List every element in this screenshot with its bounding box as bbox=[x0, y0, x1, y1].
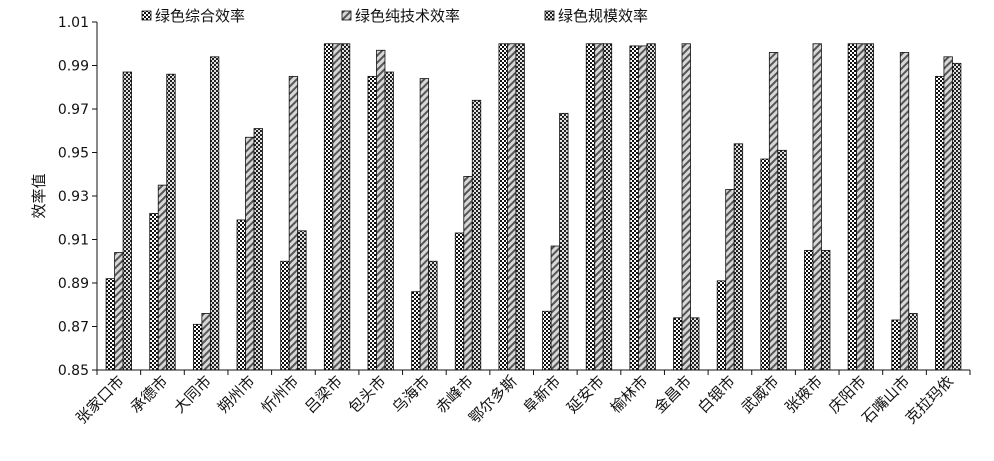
bar-2 bbox=[768, 52, 779, 371]
x-category-label: 克拉玛依 bbox=[902, 372, 957, 427]
bar-2 bbox=[550, 245, 560, 371]
bar-1 bbox=[716, 280, 727, 371]
bar-3 bbox=[428, 260, 438, 371]
y-tick-label: 0.99 bbox=[58, 59, 89, 75]
y-tick-label: 0.85 bbox=[58, 363, 89, 379]
x-category-label: 吕梁市 bbox=[301, 372, 346, 417]
bar-2 bbox=[725, 189, 735, 371]
bar-1 bbox=[629, 45, 639, 371]
legend-label: 绿色纯技术效率 bbox=[355, 7, 460, 25]
x-category-label: 武威市 bbox=[738, 372, 783, 417]
y-tick-label: 0.87 bbox=[58, 320, 89, 336]
bar-3 bbox=[864, 43, 875, 371]
y-tick-label: 0.91 bbox=[58, 233, 89, 249]
bar-3 bbox=[690, 317, 700, 371]
x-category-label: 鄂尔多斯 bbox=[465, 372, 520, 427]
bar-2 bbox=[376, 49, 386, 371]
bar-2 bbox=[507, 43, 517, 371]
bar-2 bbox=[419, 78, 430, 371]
bar-1 bbox=[149, 212, 159, 371]
x-category-label: 延安市 bbox=[563, 372, 608, 417]
bar-2 bbox=[114, 252, 124, 371]
bar-3 bbox=[209, 56, 220, 371]
bar-2 bbox=[594, 43, 604, 371]
bar-2 bbox=[856, 43, 866, 371]
x-category-label: 张掖市 bbox=[781, 372, 826, 417]
bar-2 bbox=[637, 45, 648, 371]
legend: 绿色综合效率 绿色纯技术效率 绿色规模效率 bbox=[141, 7, 648, 25]
bar-2 bbox=[899, 52, 910, 371]
bar-3 bbox=[166, 73, 176, 371]
bar-1 bbox=[367, 75, 377, 371]
x-category-label: 阜新市 bbox=[520, 372, 565, 417]
bar-1 bbox=[891, 319, 901, 371]
bar-3 bbox=[821, 249, 831, 371]
bar-1 bbox=[280, 260, 290, 371]
bar-3 bbox=[384, 71, 394, 371]
bar-3 bbox=[340, 43, 351, 371]
y-tick-label: 0.95 bbox=[58, 146, 89, 162]
y-ticks: 0.85 0.87 0.89 0.91 0.93 0.95 0.97 0.99 1.01 bbox=[58, 15, 97, 379]
y-tick-label: 0.97 bbox=[58, 102, 89, 118]
x-category-label: 包头市 bbox=[345, 372, 390, 417]
bar-3 bbox=[297, 230, 307, 371]
bar-1 bbox=[804, 249, 814, 371]
y-axis-title: 效率值 bbox=[30, 173, 48, 218]
legend-swatch bbox=[341, 10, 352, 21]
axes-group bbox=[96, 22, 970, 371]
bar-2 bbox=[245, 136, 255, 371]
legend-label: 绿色综合效率 bbox=[155, 7, 245, 25]
bar-1 bbox=[236, 219, 246, 371]
bar-2 bbox=[812, 43, 822, 371]
bar-1 bbox=[542, 310, 552, 371]
bar-1 bbox=[192, 323, 203, 371]
bar-1 bbox=[323, 43, 334, 371]
bar-2 bbox=[201, 313, 211, 371]
bar-2 bbox=[943, 56, 953, 371]
bar-3 bbox=[515, 43, 525, 371]
bar-1 bbox=[585, 43, 596, 371]
bar-3 bbox=[122, 71, 132, 371]
bar-1 bbox=[760, 158, 770, 371]
y-tick-label: 1.01 bbox=[58, 15, 89, 31]
bar-1 bbox=[673, 317, 683, 371]
bar-3 bbox=[646, 43, 656, 371]
bars-group bbox=[105, 43, 962, 371]
bar-3 bbox=[777, 149, 787, 371]
y-tick-label: 0.93 bbox=[58, 189, 89, 205]
bar-3 bbox=[908, 313, 918, 371]
bar-1 bbox=[411, 291, 421, 371]
bar-3 bbox=[471, 99, 482, 371]
x-category-label: 榆林市 bbox=[607, 372, 652, 417]
bar-3 bbox=[602, 43, 613, 371]
bar-1 bbox=[847, 43, 858, 371]
x-category-label: 朔州市 bbox=[214, 372, 259, 417]
x-category-label: 乌海市 bbox=[389, 372, 434, 417]
bar-1 bbox=[498, 43, 508, 371]
bar-3 bbox=[559, 112, 569, 371]
bar-3 bbox=[253, 128, 263, 371]
y-tick-label: 0.89 bbox=[58, 276, 89, 292]
legend-label: 绿色规模效率 bbox=[558, 7, 648, 25]
x-category-label: 承德市 bbox=[127, 372, 172, 417]
bar-1 bbox=[454, 232, 465, 371]
legend-swatch bbox=[544, 10, 555, 21]
bar-1 bbox=[935, 75, 945, 371]
x-category-label: 金昌市 bbox=[651, 372, 696, 417]
bar-3 bbox=[952, 62, 962, 371]
bar-1 bbox=[105, 278, 115, 371]
bar-2 bbox=[681, 43, 691, 371]
legend-swatch bbox=[141, 10, 152, 21]
bar-3 bbox=[733, 143, 744, 371]
bar-2 bbox=[288, 75, 299, 371]
bar-2 bbox=[157, 184, 168, 371]
x-category-label: 白银市 bbox=[694, 372, 739, 417]
bar-2 bbox=[463, 176, 473, 371]
x-category-label: 张家口市 bbox=[72, 372, 127, 427]
x-category-label: 大同市 bbox=[170, 372, 215, 417]
bar-2 bbox=[332, 43, 342, 371]
x-category-label: 忻州市 bbox=[258, 372, 303, 417]
